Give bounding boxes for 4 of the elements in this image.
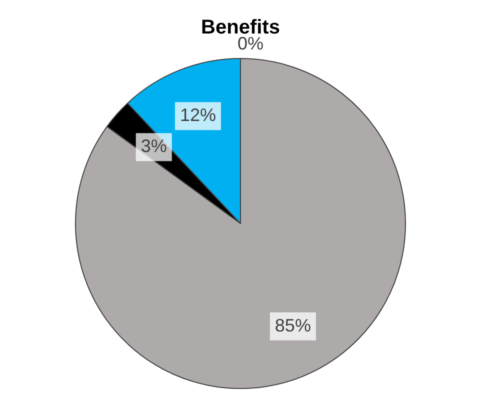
data-label: 85% bbox=[274, 315, 311, 336]
data-label: 12% bbox=[180, 105, 216, 126]
data-label: 3% bbox=[140, 136, 167, 156]
text: 0% bbox=[237, 33, 264, 54]
